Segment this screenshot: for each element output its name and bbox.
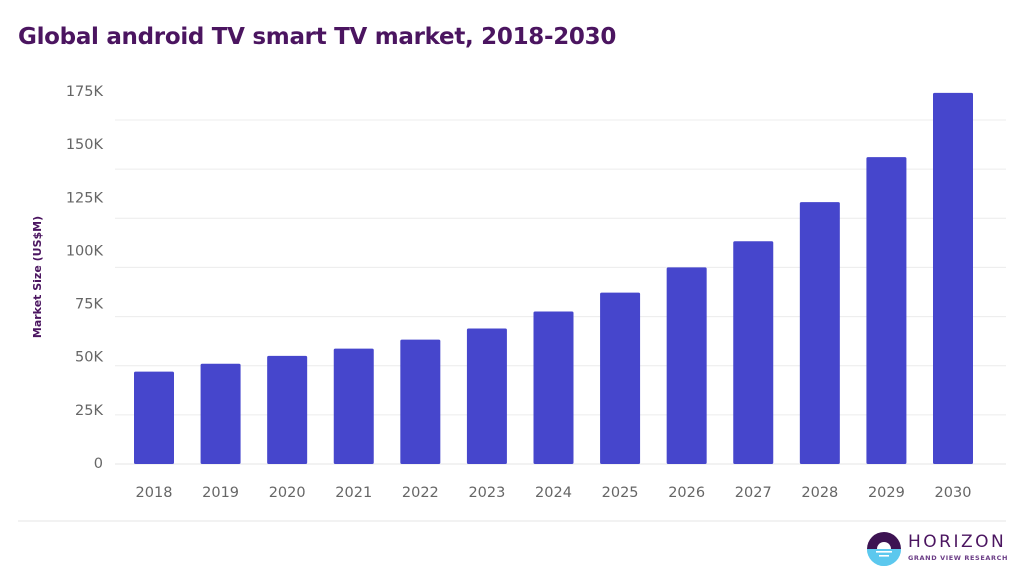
x-tick-label: 2018 (136, 485, 173, 501)
x-tick-label: 2029 (868, 485, 905, 501)
bar-2030 (933, 92, 973, 465)
y-tick-label: 175K (66, 84, 104, 100)
x-tick-label: 2020 (269, 485, 306, 501)
y-tick-label: 125K (66, 190, 104, 206)
y-tick-label: 150K (66, 137, 104, 153)
x-tick-label: 2025 (602, 485, 639, 501)
bar-2027 (733, 241, 774, 464)
bar-2025 (600, 292, 641, 464)
y-tick-label: 75K (75, 297, 103, 313)
y-tick-label: 50K (75, 350, 103, 366)
bar-2022 (400, 339, 441, 464)
brand-name: HORIZON (908, 532, 1007, 552)
bar-2019 (200, 363, 241, 464)
x-tick-label: 2023 (468, 485, 505, 501)
bar-2018 (134, 371, 174, 464)
brand-logo: HORIZON GRAND VIEW RESEARCH (866, 530, 1009, 568)
x-tick-label: 2022 (402, 485, 439, 501)
bar-2029 (866, 157, 907, 465)
y-tick-label: 0 (94, 456, 103, 472)
y-axis-label: Market Size (US$M) (31, 216, 44, 338)
bar-2021 (333, 348, 374, 464)
y-tick-label: 100K (66, 243, 104, 259)
x-tick-label: 2019 (202, 485, 239, 501)
bar-2024 (533, 311, 574, 464)
x-tick-label: 2021 (335, 485, 372, 501)
bar-2023 (466, 328, 507, 464)
chart-title: Global android TV smart TV market, 2018-… (18, 24, 617, 50)
bar-2020 (267, 355, 308, 464)
bar-2026 (666, 267, 707, 464)
horizon-logo-icon (867, 532, 901, 566)
x-tick-label: 2024 (535, 485, 572, 501)
x-tick-label: 2030 (935, 485, 972, 501)
brand-subtitle: GRAND VIEW RESEARCH (908, 554, 1009, 562)
x-tick-label: 2027 (735, 485, 772, 501)
x-tick-label: 2026 (668, 485, 705, 501)
y-tick-label: 25K (75, 403, 103, 419)
bar-2028 (799, 202, 840, 464)
x-tick-label: 2028 (801, 485, 838, 501)
